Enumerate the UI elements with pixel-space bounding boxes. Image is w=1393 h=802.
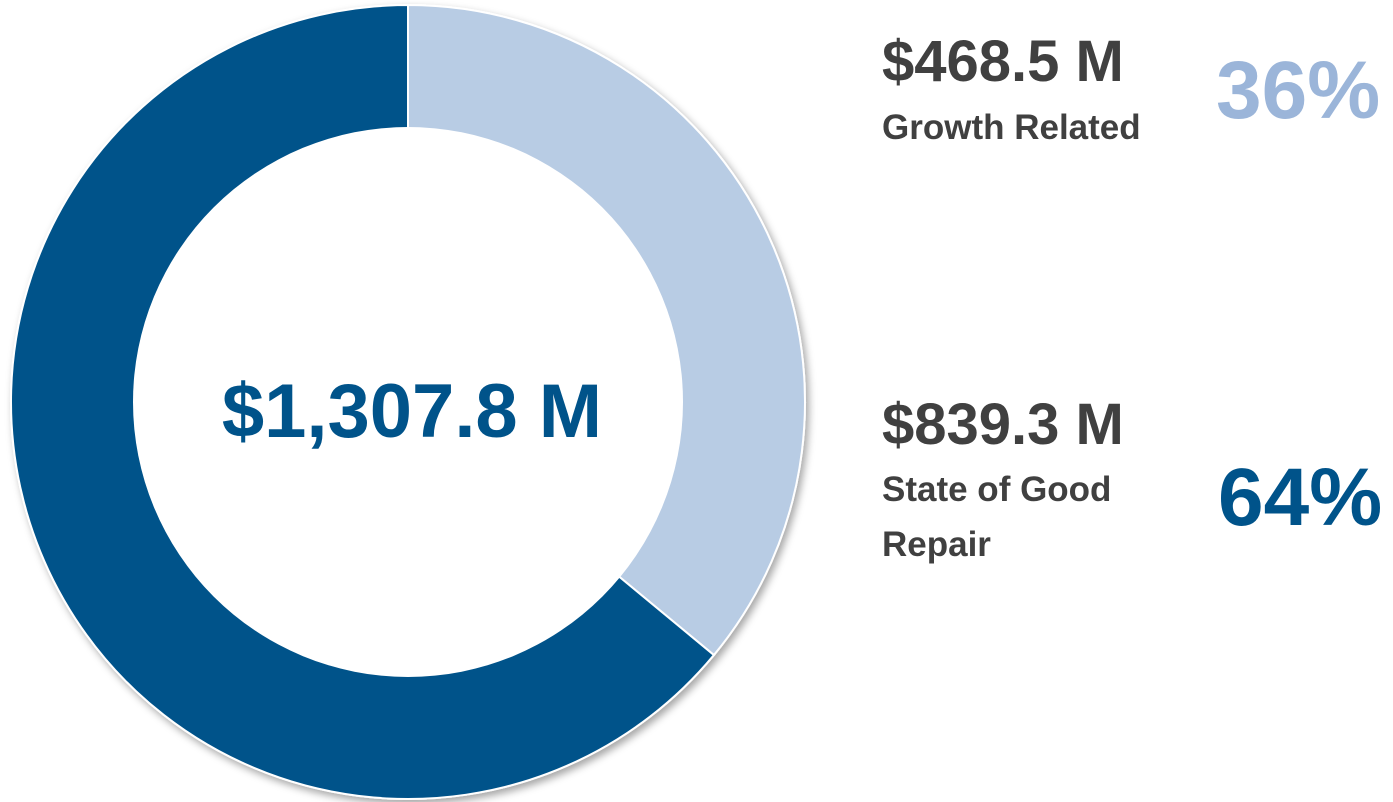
donut-hole: [133, 127, 683, 677]
percent-label: 64%: [1218, 452, 1383, 543]
category-label: State of Good Repair: [882, 470, 1112, 564]
category-label: Growth Related: [882, 108, 1141, 147]
amount-label: $468.5 M: [882, 29, 1124, 94]
percent-label: 36%: [1216, 45, 1381, 136]
amount-label: $839.3 M: [882, 392, 1124, 457]
center-label: $1,307.8 M: [222, 369, 602, 454]
